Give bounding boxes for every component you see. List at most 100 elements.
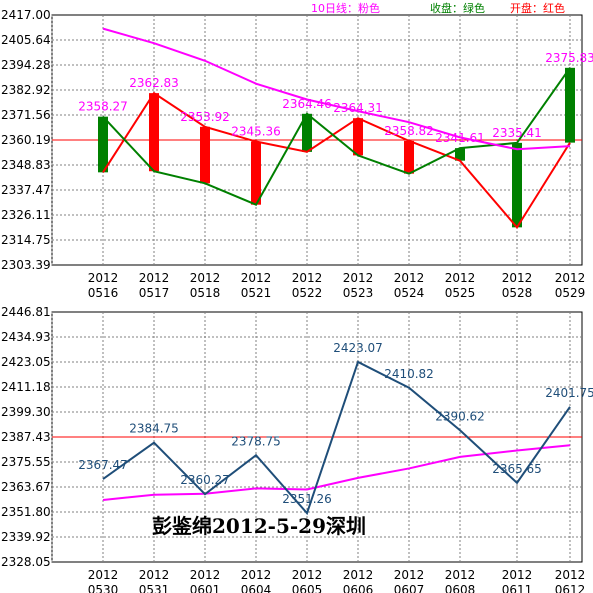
bottom-x-tick-date: 0605 [292, 583, 323, 593]
bottom-x-tick-year: 2012 [343, 568, 374, 582]
bottom-x-tick-year: 2012 [394, 568, 425, 582]
bottom-y-tick-label: 2387.43 [1, 430, 51, 444]
top-x-tick-year: 2012 [343, 271, 374, 285]
top-x-tick-year: 2012 [190, 271, 221, 285]
top-value-label: 2345.36 [231, 125, 281, 139]
bottom-x-tick-date: 0601 [190, 583, 221, 593]
bottom-value-label: 2367.47 [78, 458, 128, 472]
bottom-y-tick-label: 2328.05 [1, 555, 51, 569]
bottom-y-tick-label: 2411.18 [1, 380, 51, 394]
top-value-label: 2353.92 [180, 110, 230, 124]
bottom-value-label: 2378.75 [231, 434, 281, 448]
candle-bar [353, 118, 363, 156]
top-x-tick-date: 0524 [394, 286, 425, 300]
bottom-y-tick-label: 2375.55 [1, 455, 51, 469]
candle-bar [98, 116, 108, 173]
top-y-tick-label: 2326.11 [1, 208, 51, 222]
candle-bar [404, 140, 414, 174]
bottom-x-tick-year: 2012 [502, 568, 533, 582]
candle-bar [455, 148, 465, 161]
top-x-tick-date: 0521 [241, 286, 272, 300]
top-value-label: 2341.61 [435, 131, 485, 145]
bottom-x-tick-date: 0607 [394, 583, 425, 593]
top-value-label: 2358.82 [384, 124, 434, 138]
top-value-label: 2335.41 [492, 126, 542, 140]
bottom-value-label: 2351.26 [282, 492, 332, 506]
top-x-tick-year: 2012 [555, 271, 586, 285]
candle-bar [200, 126, 210, 184]
top-x-tick-year: 2012 [241, 271, 272, 285]
bottom-y-tick-label: 2339.92 [1, 530, 51, 544]
bottom-x-tick-year: 2012 [139, 568, 170, 582]
top-y-tick-label: 2348.83 [1, 158, 51, 172]
top-value-label: 2375.83 [545, 51, 593, 65]
bottom-value-label: 2365.65 [492, 462, 542, 476]
bottom-x-tick-date: 0531 [139, 583, 170, 593]
candle-bar [149, 93, 159, 172]
top-x-tick-date: 0518 [190, 286, 221, 300]
bottom-x-tick-year: 2012 [241, 568, 272, 582]
candle-bar [565, 67, 575, 143]
bottom-y-tick-label: 2434.93 [1, 330, 51, 344]
bottom-x-tick-date: 0612 [555, 583, 586, 593]
legend-item-3: 开盘：红色 [510, 1, 565, 15]
bottom-x-tick-date: 0608 [445, 583, 476, 593]
top-y-tick-label: 2394.28 [1, 58, 51, 72]
bottom-x-tick-year: 2012 [445, 568, 476, 582]
top-y-tick-label: 2382.92 [1, 83, 51, 97]
bottom-value-line [102, 360, 571, 516]
top-x-tick-year: 2012 [445, 271, 476, 285]
top-x-tick-year: 2012 [292, 271, 323, 285]
bottom-x-tick-year: 2012 [555, 568, 586, 582]
bottom-value-label: 2423.07 [333, 341, 383, 355]
top-x-tick-date: 0528 [502, 286, 533, 300]
top-x-tick-year: 2012 [502, 271, 533, 285]
candle-bar [251, 141, 261, 205]
bottom-x-tick-date: 0530 [88, 583, 119, 593]
top-x-tick-date: 0517 [139, 286, 170, 300]
bottom-ma-line [102, 444, 571, 501]
top-value-label: 2364.46 [282, 97, 332, 111]
bottom-y-tick-label: 2351.80 [1, 505, 51, 519]
top-y-tick-label: 2360.19 [1, 133, 51, 147]
bottom-y-tick-label: 2446.81 [1, 305, 51, 319]
bottom-y-tick-label: 2423.05 [1, 355, 51, 369]
bottom-x-tick-year: 2012 [88, 568, 119, 582]
top-x-tick-date: 0516 [88, 286, 119, 300]
bottom-value-label: 2390.62 [435, 409, 485, 423]
bottom-y-tick-label: 2363.67 [1, 480, 51, 494]
candle-bar [512, 142, 522, 228]
top-value-label: 2358.27 [78, 100, 128, 114]
top-y-tick-label: 2405.64 [1, 33, 51, 47]
close-price-line [102, 67, 571, 206]
top-value-label: 2364.31 [333, 101, 383, 115]
legend-item-1: 10日线：粉色 [311, 1, 380, 15]
bottom-x-tick-date: 0611 [502, 583, 533, 593]
candle-bar [302, 113, 312, 152]
bottom-value-label: 2410.82 [384, 367, 434, 381]
top-x-tick-date: 0529 [555, 286, 586, 300]
legend-item-2: 收盘：绿色 [430, 1, 485, 15]
bottom-x-tick-year: 2012 [190, 568, 221, 582]
top-x-tick-date: 0523 [343, 286, 374, 300]
bottom-y-tick-label: 2399.30 [1, 405, 51, 419]
top-x-tick-date: 0522 [292, 286, 323, 300]
bottom-x-tick-date: 0604 [241, 583, 272, 593]
top-x-tick-year: 2012 [139, 271, 170, 285]
top-x-tick-year: 2012 [394, 271, 425, 285]
top-x-tick-year: 2012 [88, 271, 119, 285]
top-value-label: 2362.83 [129, 76, 179, 90]
top-y-tick-label: 2303.39 [1, 258, 51, 272]
top-y-tick-label: 2371.56 [1, 108, 51, 122]
ma10-line [102, 27, 571, 151]
bottom-x-tick-date: 0606 [343, 583, 374, 593]
top-y-tick-label: 2314.75 [1, 233, 51, 247]
top-x-tick-date: 0525 [445, 286, 476, 300]
top-y-tick-label: 2337.47 [1, 183, 51, 197]
bottom-value-label: 2384.75 [129, 422, 179, 436]
author-watermark: 彭鉴绵2012-5-29深圳 [152, 514, 366, 538]
bottom-value-label: 2401.75 [545, 386, 593, 400]
bottom-x-tick-year: 2012 [292, 568, 323, 582]
